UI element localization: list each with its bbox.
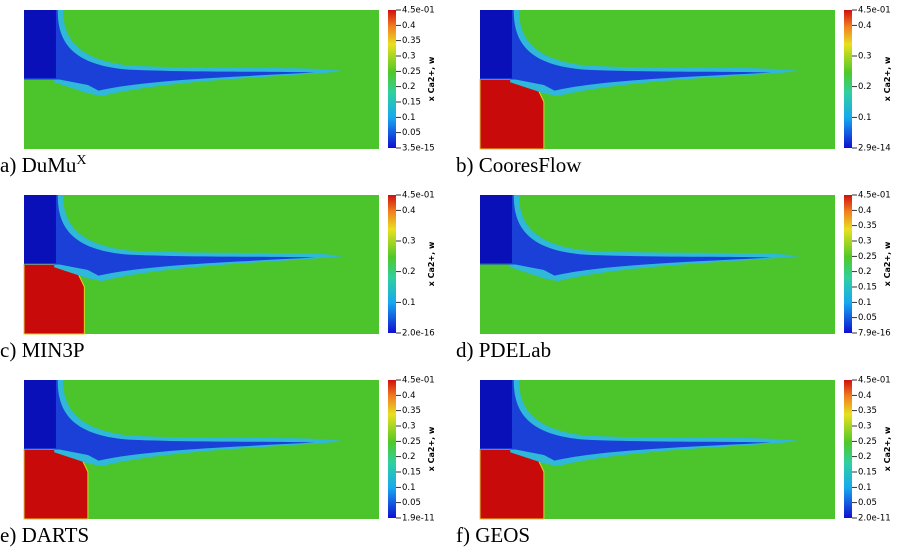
colorbar-tick-label: 0.2 (402, 82, 416, 92)
colorbar-tick-label: 0.25 (858, 252, 877, 262)
panel: 4.5e-01 0.4 0.35 0.3 0.25 0.2 0.15 0.1 0.05 3.5e-… (24, 6, 436, 154)
colorbar-tick-label: 0.1 (858, 483, 872, 493)
colorbar-tick-label: 0.05 (402, 498, 421, 508)
colorbar-tick-label: 0.3 (402, 422, 416, 432)
colorbar-tick-label: 0.15 (402, 98, 421, 108)
colorbar-tick-label: 0.4 (858, 21, 872, 31)
colorbar-tick-label: 4.5e-01 (858, 376, 891, 386)
caption-text: b) CooresFlow (456, 153, 582, 177)
colorbar-tick-label: 0.35 (858, 221, 877, 231)
colorbar-tick-label: 3.5e-15 (402, 144, 435, 154)
colorbar-tick-label: 0.1 (402, 483, 416, 493)
caption: a) DuMuX (0, 153, 87, 177)
colorbar-tick-label: 4.5e-01 (402, 191, 435, 201)
source-block (480, 380, 512, 449)
colorbar-tick-label: 0.4 (402, 391, 416, 401)
colorbar-tick-label: 0.15 (858, 283, 877, 293)
caption: d) PDELab (456, 338, 551, 362)
colorbar-tick-label: 0.25 (402, 67, 421, 77)
colorbar-tick-label: 0.25 (858, 437, 877, 447)
colorbar-tick-label: 1.9e-11 (402, 514, 435, 524)
caption-text: e) DARTS (0, 523, 89, 547)
colorbar (388, 195, 396, 333)
panel: 4.5e-01 0.4 0.35 0.3 0.25 0.2 0.15 0.1 0.05 7.9e-… (480, 191, 892, 339)
colorbar-tick-label: 0.1 (858, 298, 872, 308)
colorbar-tick-label: 0.1 (402, 298, 416, 308)
colorbar-tick-label: 0.2 (402, 452, 416, 462)
colorbar-tick-label: 0.35 (402, 406, 421, 416)
colorbar-tick-label: 2.0e-16 (402, 329, 435, 339)
colorbar-tick-label: 0.4 (858, 206, 872, 216)
caption: f) GEOS (456, 523, 530, 547)
colorbar-tick-label: 0.05 (858, 313, 877, 323)
colorbar-label: x Ca2+, w (427, 241, 436, 286)
colorbar-tick-label: 4.5e-01 (858, 191, 891, 201)
plume-core (24, 195, 316, 276)
colorbar-tick-label: 0.15 (858, 468, 877, 478)
plume-core (480, 195, 772, 276)
red-region (23, 264, 85, 335)
source-block (24, 10, 56, 79)
colorbar-tick-label: 0.3 (402, 237, 416, 247)
plume-core (24, 380, 316, 461)
colorbar-tick-label: 0.2 (858, 82, 872, 92)
plume-core (480, 380, 772, 461)
colorbar-tick-label: 0.35 (858, 406, 877, 416)
caption-text: a) DuMu (0, 153, 77, 177)
colorbar-tick-label: 0.1 (858, 113, 872, 123)
caption-text: f) GEOS (456, 523, 530, 547)
panel: 4.5e-01 0.4 0.35 0.3 0.25 0.2 0.15 0.1 0.05 2.0e-… (479, 376, 892, 524)
colorbar-tick-label: 2.0e-11 (858, 514, 891, 524)
caption-superscript: X (76, 153, 86, 168)
colorbar-tick-label: 0.2 (858, 452, 872, 462)
colorbar (844, 380, 852, 518)
colorbar-tick-label: 0.1 (402, 113, 416, 123)
colorbar-tick-label: 0.05 (402, 128, 421, 138)
source-block (24, 380, 56, 449)
colorbar-tick-label: 0.3 (858, 52, 872, 62)
panel: 4.5e-01 0.4 0.3 0.2 0.1 2.9e-14 x Ca2+, w (479, 6, 892, 154)
colorbar-tick-label: 0.4 (402, 21, 416, 31)
colorbar-label: x Ca2+, w (883, 241, 892, 286)
caption-text: c) MIN3P (0, 338, 85, 362)
colorbar-tick-label: 0.2 (858, 267, 872, 277)
source-block (24, 195, 56, 264)
colorbar-tick-label: 4.5e-01 (402, 376, 435, 386)
panel: 4.5e-01 0.4 0.35 0.3 0.25 0.2 0.15 0.1 0.05 1.9e-… (23, 376, 436, 524)
plume-core (480, 10, 772, 91)
colorbar-tick-label: 0.35 (402, 36, 421, 46)
colorbar (844, 10, 852, 148)
colorbar-tick-label: 4.5e-01 (858, 6, 891, 16)
panel: 4.5e-01 0.4 0.3 0.2 0.1 2.0e-16 x Ca2+, w (23, 191, 436, 339)
colorbar-tick-label: 0.3 (402, 52, 416, 62)
source-block (480, 10, 512, 79)
colorbar-label: x Ca2+, w (883, 56, 892, 101)
colorbar-tick-label: 0.15 (402, 468, 421, 478)
colorbar-label: x Ca2+, w (427, 56, 436, 101)
colorbar-label: x Ca2+, w (427, 426, 436, 471)
colorbar-label: x Ca2+, w (883, 426, 892, 471)
colorbar (388, 10, 396, 148)
colorbar (844, 195, 852, 333)
caption-text: d) PDELab (456, 338, 551, 362)
caption: c) MIN3P (0, 338, 85, 362)
colorbar-tick-label: 0.2 (402, 267, 416, 277)
colorbar-tick-label: 7.9e-16 (858, 329, 891, 339)
colorbar-tick-label: 0.25 (402, 437, 421, 447)
caption: b) CooresFlow (456, 153, 582, 177)
source-block (480, 195, 512, 264)
colorbar-tick-label: 0.4 (402, 206, 416, 216)
colorbar-tick-label: 0.4 (858, 391, 872, 401)
colorbar (388, 380, 396, 518)
colorbar-tick-label: 0.3 (858, 237, 872, 247)
colorbar-tick-label: 0.3 (858, 422, 872, 432)
colorbar-tick-label: 0.05 (858, 498, 877, 508)
colorbar-tick-label: 2.9e-14 (858, 144, 891, 154)
plume-core (24, 10, 316, 91)
caption: e) DARTS (0, 523, 89, 547)
colorbar-tick-label: 4.5e-01 (402, 6, 435, 16)
